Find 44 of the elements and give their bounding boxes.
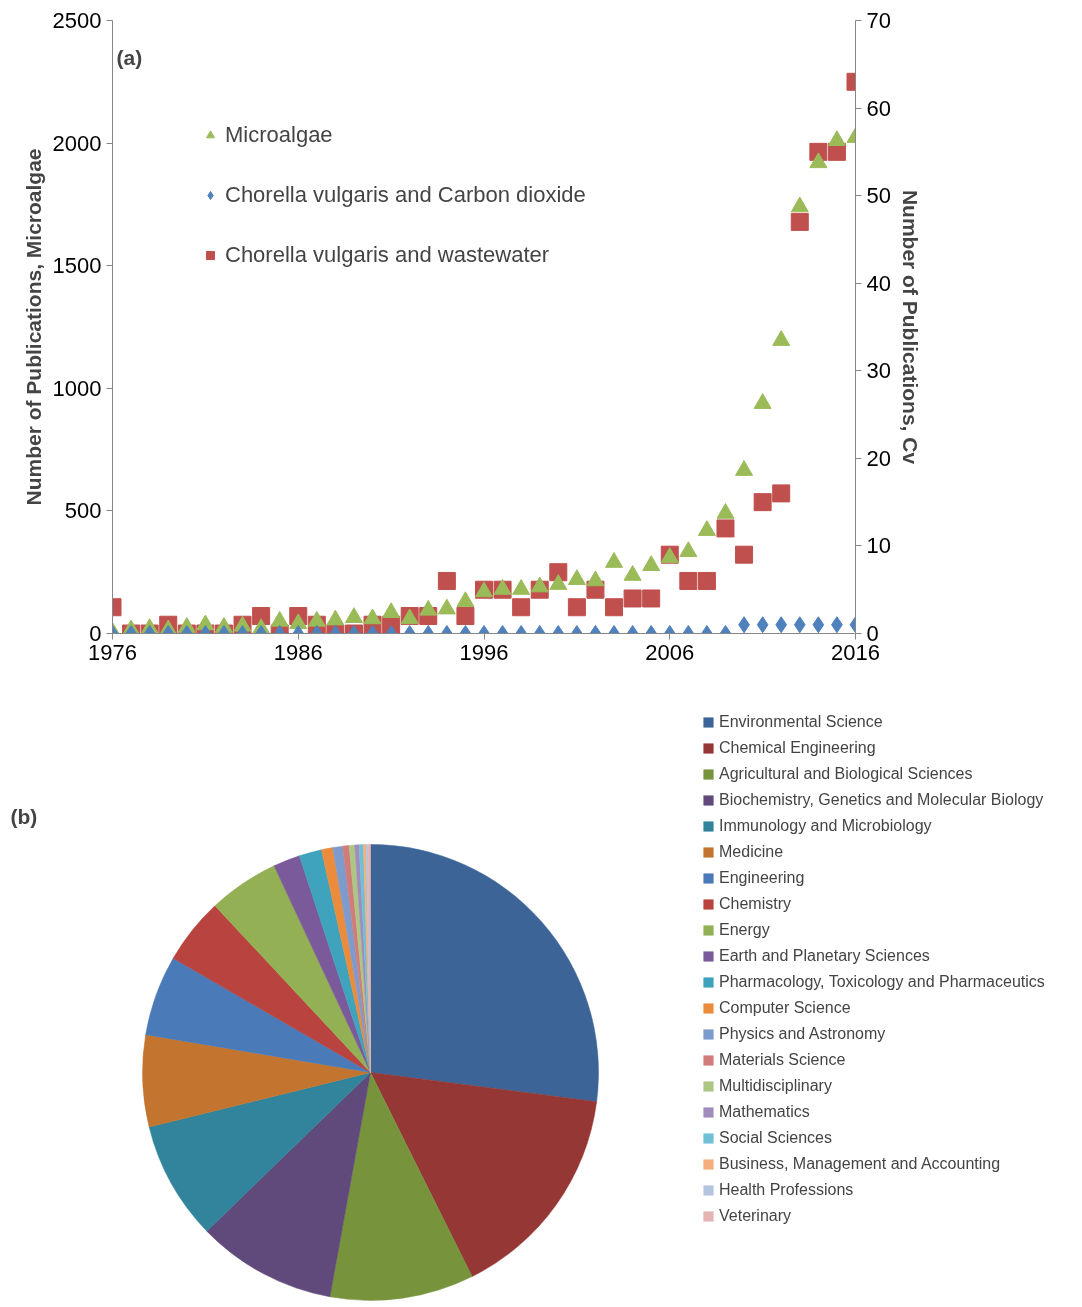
y2-tick-label: 20 [866, 445, 891, 471]
legend-label: Social Sciences [719, 1128, 832, 1147]
legend-label: Chemical Engineering [719, 738, 876, 757]
y-tick-label: 500 [64, 498, 102, 524]
y2-tick-label: 0 [866, 621, 879, 646]
legend-label: Multidisciplinary [719, 1076, 832, 1095]
legend-label: Agricultural and Biological Sciences [719, 764, 973, 783]
y-tick-label: 1000 [52, 375, 102, 401]
legend-label: Environmental Science [719, 712, 883, 731]
legend-label: Energy [719, 920, 770, 939]
y-tick-label: 2500 [52, 8, 102, 33]
y-tick-label: 2000 [52, 130, 102, 156]
y-tick-label: 1500 [52, 253, 102, 279]
legend-label: Computer Science [719, 998, 851, 1017]
legend-label: Chorella vulgaris and Carbon dioxide [225, 182, 586, 208]
annotation: (a) [116, 45, 143, 69]
y2-tick-label: 10 [866, 533, 891, 559]
legend-label: Chemistry [719, 894, 792, 913]
y2-tick-label: 60 [866, 95, 891, 121]
legend-label: Engineering [719, 868, 805, 887]
legend-label: Mathematics [719, 1102, 810, 1121]
legend-label: Immunology and Microbiology [719, 816, 932, 835]
legend-label: Business, Management and Accounting [719, 1154, 1001, 1173]
legend-label: Chorella vulgaris and wastewater [225, 242, 550, 268]
legend-label: Pharmacology, Toxicology and Pharmaceutics [719, 972, 1045, 991]
legend-label: Veterinary [719, 1206, 792, 1225]
y2-tick-label: 50 [866, 183, 891, 209]
x-tick-label: 1986 [273, 639, 323, 665]
legend-label: Physics and Astronomy [719, 1024, 886, 1043]
legend-label: Earth and Planetary Sciences [719, 946, 930, 965]
x-tick-label: 2006 [645, 639, 695, 665]
legend-label: Health Professions [719, 1180, 854, 1199]
legend-label: Materials Science [719, 1050, 846, 1069]
y2-tick-label: 70 [866, 8, 891, 33]
legend-label: Medicine [719, 842, 784, 861]
legend-label: Microalgae [225, 122, 333, 148]
y2-tick-label: 30 [866, 358, 891, 384]
y-tick-label: 0 [89, 621, 102, 646]
x-tick-label: 1996 [459, 639, 509, 665]
y-axis-title: Number of Publications, Microalgae [21, 148, 45, 506]
y2-tick-label: 40 [866, 270, 891, 296]
text: (b) [10, 804, 38, 828]
y2-axis-title: Number of Publications, Cv [898, 189, 922, 465]
legend-label: Biochemistry, Genetics and Molecular Biology [719, 790, 1044, 809]
